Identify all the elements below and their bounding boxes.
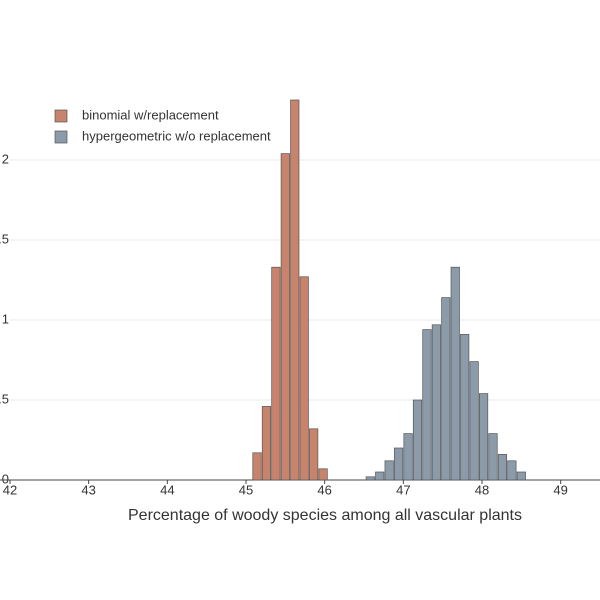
bar [516,471,526,481]
legend-swatch [54,109,68,123]
bar [252,452,262,481]
bar [318,468,328,481]
bar [290,99,300,481]
bar [403,433,413,481]
bar [422,329,432,481]
legend-label: binomial w/replacement [82,107,219,122]
legend-swatch [54,130,68,144]
bar [299,276,309,481]
x-tick-label: 43 [81,482,95,497]
bar [412,399,423,481]
x-axis-label: Percentage of woody species among all va… [128,507,522,524]
bar [441,297,451,481]
bar [394,447,404,481]
bar [431,324,441,481]
bar [280,153,290,481]
y-tick-label: 0 [2,471,9,486]
y-tick-label: 1 [2,311,9,326]
bar [497,454,508,481]
x-tick-label: 49 [553,482,567,497]
bar [261,406,272,481]
bar [469,361,479,481]
bar [460,334,470,481]
bar [375,471,385,481]
bar [488,433,498,481]
bar [479,393,489,481]
bar [450,266,460,481]
y-tick-label: 2 [2,151,9,166]
bar [384,460,394,481]
legend-label: hypergeometric w/o replacement [82,128,271,143]
y-tick-label: 1.5 [0,231,9,246]
bar [309,428,319,481]
bar [507,460,517,481]
bar [271,266,281,481]
y-tick-label: 0.5 [0,391,9,406]
bar [365,476,375,481]
x-tick-label: 48 [475,482,489,497]
x-tick-label: 45 [239,482,253,497]
x-tick-label: 44 [160,482,174,497]
x-tick-label: 47 [396,482,410,497]
x-tick-label: 46 [317,482,331,497]
x-tick-label: 42 [3,482,17,497]
